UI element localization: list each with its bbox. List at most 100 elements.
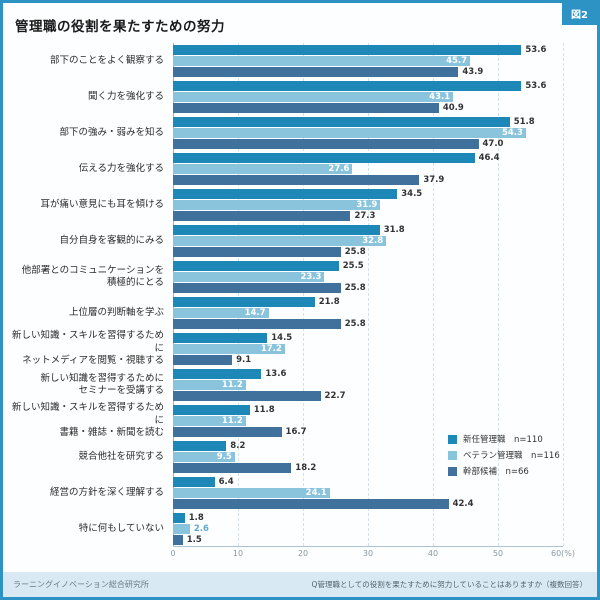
bar-track: 53.6 <box>173 81 593 91</box>
gridlines <box>173 43 564 547</box>
bar-group: 11.8 11.2 16.7 <box>173 405 593 437</box>
x-tick-label: 40 <box>427 549 439 558</box>
bar <box>173 139 479 149</box>
bar <box>173 333 268 343</box>
bar-group: 51.8 54.3 47.0 <box>173 117 593 149</box>
bar <box>173 175 420 185</box>
bar-group: 25.5 23.3 25.8 <box>173 261 593 293</box>
x-tick-label: 0 <box>170 549 176 558</box>
bar-track: 25.8 <box>173 319 593 329</box>
bar <box>173 427 282 437</box>
value-label: 23.3 <box>300 272 322 282</box>
bar-group: 6.4 24.1 42.4 <box>173 477 593 509</box>
bar-track: 43.9 <box>173 67 593 77</box>
value-label: 11.8 <box>253 405 275 415</box>
chart-row: 特に何もしていない 1.8 2.6 1.5 <box>11 511 593 547</box>
value-label: 21.8 <box>318 297 340 307</box>
bar-track: 40.9 <box>173 103 593 113</box>
value-label: 2.6 <box>193 524 209 534</box>
value-label: 9.1 <box>236 355 252 365</box>
bar <box>173 513 185 523</box>
category-label: 上位層の判断軸を学ぶ <box>68 306 164 318</box>
value-label: 37.9 <box>423 175 445 185</box>
bar: 32.8 <box>173 236 387 246</box>
bar <box>173 189 398 199</box>
bar-chart: 部下のことをよく観察する 53.6 45.7 43.9 聞く力を強化する 53.6 43.1… <box>11 43 593 563</box>
value-label: 13.6 <box>265 369 287 379</box>
chart-row: 部下の強み・弱みを知る 51.8 54.3 47.0 <box>11 115 593 151</box>
bar-track: 27.6 <box>173 164 593 174</box>
bar-track: 54.3 <box>173 128 593 138</box>
bar <box>173 391 321 401</box>
bar <box>173 225 380 235</box>
bar <box>173 405 250 415</box>
value-label: 27.3 <box>354 211 376 221</box>
value-label: 42.4 <box>452 499 474 509</box>
bar: 9.5 <box>173 452 235 462</box>
bar: 17.2 <box>173 344 285 354</box>
gridline <box>303 43 304 546</box>
bar: 14.7 <box>173 308 269 318</box>
chart-row: 新しい知識・スキルを習得するために 書籍・雑誌・新聞を読む 11.8 11.2 16.… <box>11 402 593 439</box>
bar <box>173 535 183 545</box>
gridline <box>498 43 499 546</box>
chart-legend: 新任管理職 n=110 ベテラン管理職 n=116 幹部候補 n=66 <box>448 433 560 477</box>
bar: 24.1 <box>173 488 330 498</box>
category-label: 競合他社を研究する <box>78 450 164 462</box>
legend-item: 新任管理職 n=110 <box>448 433 560 445</box>
bar <box>173 153 475 163</box>
bar-track: 31.8 <box>173 225 593 235</box>
bar-track: 32.8 <box>173 236 593 246</box>
bar <box>173 103 439 113</box>
bar-track: 43.1 <box>173 92 593 102</box>
value-label: 9.5 <box>216 452 232 462</box>
bar-track: 25.5 <box>173 261 593 271</box>
bar: 45.7 <box>173 56 471 66</box>
bar-track: 11.2 <box>173 380 593 390</box>
bar: 11.2 <box>173 416 246 426</box>
chart-row: 経営の方針を深く理解する 6.4 24.1 42.4 <box>11 475 593 511</box>
bar-track: 6.4 <box>173 477 593 487</box>
category-label: 経営の方針を深く理解する <box>49 486 164 498</box>
chart-row: 新しい知識を習得するために セミナーを受講する 13.6 11.2 22.7 <box>11 367 593 403</box>
chart-row: 部下のことをよく観察する 53.6 45.7 43.9 <box>11 43 593 79</box>
bar <box>173 355 233 365</box>
value-label: 53.6 <box>525 81 547 91</box>
chart-row: 上位層の判断軸を学ぶ 21.8 14.7 25.8 <box>11 295 593 331</box>
value-label: 25.8 <box>344 283 366 293</box>
bar-track: 2.6 <box>173 524 593 534</box>
value-label: 53.6 <box>525 45 547 55</box>
value-label: 31.8 <box>383 225 405 235</box>
bar-track: 53.6 <box>173 45 593 55</box>
value-label: 46.4 <box>478 153 500 163</box>
category-label: 部下のことをよく観察する <box>49 54 164 66</box>
chart-rows: 部下のことをよく観察する 53.6 45.7 43.9 聞く力を強化する 53.6 43.1… <box>11 43 593 547</box>
category-label: 新しい知識・スキルを習得するために 書籍・雑誌・新聞を読む <box>11 402 164 439</box>
bar <box>173 117 510 127</box>
bar-group: 14.5 17.2 9.1 <box>173 333 593 365</box>
bar-group: 31.8 32.8 25.8 <box>173 225 593 257</box>
bar-group: 34.5 31.9 27.3 <box>173 189 593 221</box>
value-label: 47.0 <box>482 139 504 149</box>
bar-track: 47.0 <box>173 139 593 149</box>
bar <box>173 247 341 257</box>
category-label: 自分自身を客観的にみる <box>59 234 164 246</box>
bar-track: 11.8 <box>173 405 593 415</box>
bar-track: 11.2 <box>173 416 593 426</box>
source-text: ラーニングイノベーション総合研究所 <box>13 580 149 589</box>
value-label: 18.2 <box>295 463 317 473</box>
bar-track: 9.1 <box>173 355 593 365</box>
bar <box>173 297 315 307</box>
value-label: 25.5 <box>342 261 364 271</box>
figure-number-badge: 図2 <box>562 3 597 25</box>
value-label: 25.8 <box>344 247 366 257</box>
value-label: 11.2 <box>221 416 243 426</box>
bar-track: 31.9 <box>173 200 593 210</box>
bar-track: 1.8 <box>173 513 593 523</box>
y-axis-line <box>173 43 174 546</box>
chart-row: 新しい知識・スキルを習得するために ネットメディアを閲覧・視聴する 14.5 17.… <box>11 330 593 367</box>
bar-track: 14.7 <box>173 308 593 318</box>
bar-group: 8.2 9.5 18.2 <box>173 441 593 473</box>
x-tick-label: 20 <box>297 549 309 558</box>
